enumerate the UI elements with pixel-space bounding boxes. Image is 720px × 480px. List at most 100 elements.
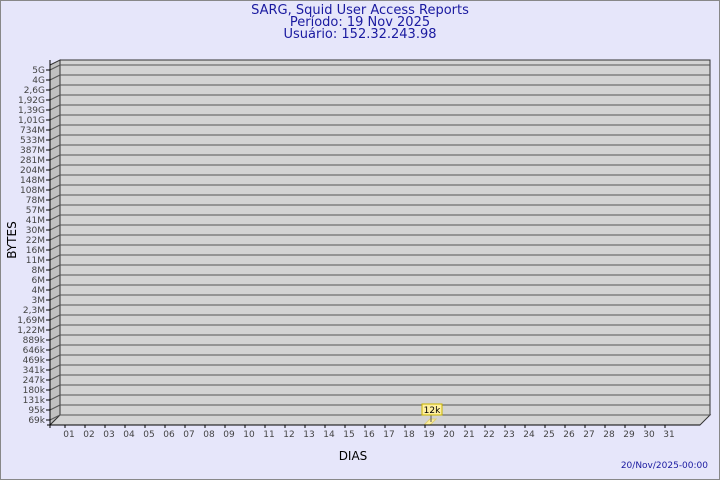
gridline-side: [49, 264, 61, 271]
y-tick-label: 4G: [32, 76, 45, 86]
y-tick-label: 387M: [20, 146, 45, 156]
x-tick-label: 23: [503, 430, 514, 440]
gridline-side: [49, 404, 61, 411]
x-axis-label: DIAS: [339, 449, 368, 463]
gridline-side: [49, 254, 61, 261]
gridline-side: [49, 214, 61, 221]
gridline-side: [49, 194, 61, 201]
chart-title: SARG, Squid User Access Reports: [251, 3, 469, 18]
y-tick-label: 533M: [20, 136, 45, 146]
y-tick-label: 1,01G: [18, 116, 45, 126]
gridline-side: [49, 304, 61, 311]
side-wall: [49, 59, 61, 427]
gridline-side: [49, 324, 61, 331]
y-tick-label: 131k: [23, 396, 46, 406]
chart-period: Período: 19 Nov 2025: [289, 15, 431, 30]
gridline-side: [49, 74, 61, 81]
x-tick-label: 11: [263, 430, 274, 440]
y-tick-label: 69k: [28, 416, 45, 426]
x-tick-label: 18: [403, 430, 415, 440]
gridline-side: [49, 164, 61, 171]
y-tick-label: 41M: [26, 216, 45, 226]
y-tick-label: 247k: [23, 376, 46, 386]
y-tick-label: 108M: [20, 186, 45, 196]
gridline-side: [49, 144, 61, 151]
y-tick-label: 1,39G: [18, 106, 45, 116]
y-tick-label: 16M: [26, 246, 45, 256]
y-tick-label: 22M: [26, 236, 45, 246]
gridline-side: [49, 294, 61, 301]
data-label-box: [421, 403, 443, 416]
x-tick-label: 13: [303, 430, 314, 440]
y-axis-label: BYTES: [5, 221, 19, 258]
y-tick-label: 148M: [20, 176, 45, 186]
y-tick-label: 4M: [32, 286, 46, 296]
y-tick-label: 8M: [32, 266, 46, 276]
chart-user: Usuário: 152.32.243.98: [283, 27, 437, 42]
gridline-side: [49, 344, 61, 351]
y-tick-label: 57M: [26, 206, 45, 216]
x-tick-label: 29: [623, 430, 635, 440]
y-tick-label: 2,3M: [23, 306, 45, 316]
gridline-side: [49, 64, 61, 71]
x-tick-label: 07: [183, 430, 194, 440]
x-tick-label: 28: [603, 430, 615, 440]
gridline-side: [49, 104, 61, 111]
x-tick-label: 16: [363, 430, 375, 440]
x-tick-label: 21: [463, 430, 474, 440]
x-tick-label: 14: [323, 430, 335, 440]
floor: [48, 414, 712, 426]
x-tick-label: 25: [543, 430, 554, 440]
x-tick-label: 06: [163, 430, 175, 440]
gridline-side: [49, 184, 61, 191]
gridline-side: [49, 204, 61, 211]
x-tick-label: 05: [143, 430, 154, 440]
gridline-side: [49, 394, 61, 401]
back-wall: [59, 59, 711, 416]
y-tick-label: 180k: [23, 386, 46, 396]
y-tick-label: 1,22M: [17, 326, 45, 336]
x-tick-label: 02: [83, 430, 94, 440]
y-tick-label: 341k: [23, 366, 46, 376]
gridline-side: [49, 174, 61, 181]
y-tick-label: 78M: [26, 196, 45, 206]
y-tick-label: 469k: [23, 356, 46, 366]
y-tick-label: 1,92G: [18, 96, 45, 106]
x-tick-label: 26: [563, 430, 575, 440]
gridline-side: [49, 364, 61, 371]
y-tick-label: 11M: [26, 256, 45, 266]
x-tick-label: 12: [283, 430, 294, 440]
gridline-side: [49, 224, 61, 231]
y-tick-label: 889k: [23, 336, 46, 346]
gridline-side: [49, 124, 61, 131]
y-tick-label: 2,6G: [24, 86, 45, 96]
y-tick-label: 3M: [32, 296, 46, 306]
generated-timestamp: 20/Nov/2025-00:00: [620, 461, 708, 471]
y-tick-label: 5G: [32, 66, 45, 76]
gridline-side: [49, 384, 61, 391]
gridline-side: [49, 374, 61, 381]
gridline-side: [49, 284, 61, 291]
x-tick-label: 08: [203, 430, 215, 440]
gridline-side: [49, 134, 61, 141]
x-tick-label: 20: [443, 430, 455, 440]
x-tick-label: 09: [223, 430, 235, 440]
x-tick-label: 04: [123, 430, 135, 440]
gridline-side: [49, 414, 61, 421]
gridline-side: [49, 244, 61, 251]
data-label: 12k: [424, 406, 441, 416]
x-tick-label: 01: [63, 430, 74, 440]
y-tick-label: 95k: [28, 406, 45, 416]
x-tick-label: 24: [523, 430, 535, 440]
gridline-side: [49, 114, 61, 121]
y-tick-label: 734M: [20, 126, 45, 136]
x-tick-label: 03: [103, 430, 114, 440]
gridline-side: [49, 234, 61, 241]
gridline-side: [49, 354, 61, 361]
gridline-side: [49, 94, 61, 101]
gridline-side: [49, 154, 61, 161]
gridline-side: [49, 274, 61, 281]
y-tick-label: 204M: [20, 166, 45, 176]
x-tick-label: 10: [243, 430, 255, 440]
